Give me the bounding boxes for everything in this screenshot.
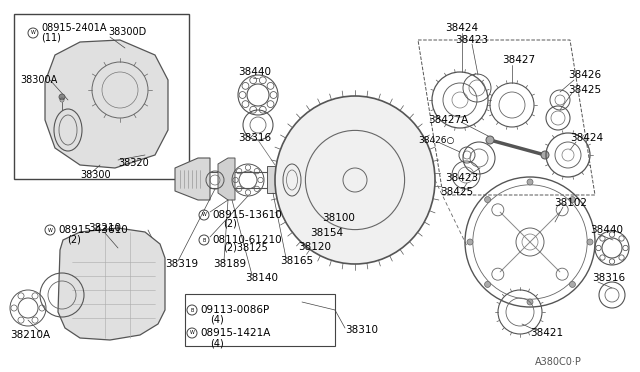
Text: 38319: 38319 (165, 259, 198, 269)
Text: 38154: 38154 (310, 228, 343, 238)
Text: 38189: 38189 (213, 259, 246, 269)
Text: 38425: 38425 (440, 187, 473, 197)
Circle shape (570, 282, 575, 288)
Text: 38440: 38440 (590, 225, 623, 235)
Circle shape (527, 179, 533, 185)
Bar (14, 14, 189, 179)
Text: 38210: 38210 (88, 223, 121, 233)
Text: (2): (2) (67, 234, 81, 244)
Text: 08110-61210: 08110-61210 (212, 235, 282, 245)
Text: 38427: 38427 (502, 55, 535, 65)
Text: 08915-43610: 08915-43610 (58, 225, 128, 235)
Text: 38421: 38421 (530, 328, 563, 338)
Text: 38427A: 38427A (428, 115, 468, 125)
Text: 38426: 38426 (568, 70, 601, 80)
Text: 38210A: 38210A (10, 330, 50, 340)
Text: (4): (4) (210, 338, 224, 348)
Text: 08915-2401A: 08915-2401A (41, 23, 106, 33)
Text: W: W (202, 212, 207, 218)
Text: B: B (202, 237, 205, 243)
Text: A380C0·P: A380C0·P (535, 357, 582, 367)
Text: 38300: 38300 (80, 170, 111, 180)
Text: B: B (190, 308, 194, 312)
Text: 08915-13610: 08915-13610 (212, 210, 282, 220)
Text: 38300A: 38300A (20, 75, 57, 85)
Circle shape (467, 239, 473, 245)
Text: 38426○: 38426○ (418, 135, 454, 144)
Polygon shape (45, 40, 168, 168)
Text: (2)38125: (2)38125 (223, 243, 268, 253)
Text: (2): (2) (223, 219, 237, 229)
Text: 38423: 38423 (445, 173, 478, 183)
Text: 38316: 38316 (238, 133, 271, 143)
Text: 38310: 38310 (345, 325, 378, 335)
Text: (11): (11) (41, 32, 61, 42)
Text: 38425: 38425 (568, 85, 601, 95)
Circle shape (59, 94, 65, 100)
Text: 38100: 38100 (322, 213, 355, 223)
Circle shape (541, 151, 549, 159)
Text: 38440: 38440 (238, 67, 271, 77)
Bar (305, 170, 313, 189)
Text: 38140: 38140 (245, 273, 278, 283)
Text: 38165: 38165 (280, 256, 313, 266)
Circle shape (570, 196, 575, 203)
Text: 38424: 38424 (445, 23, 478, 33)
Circle shape (484, 196, 491, 203)
Text: 08915-1421A: 08915-1421A (200, 328, 270, 338)
Text: 38320: 38320 (118, 158, 148, 168)
Bar (267, 166, 279, 193)
Text: W: W (31, 31, 35, 35)
Polygon shape (218, 158, 235, 200)
Polygon shape (175, 158, 210, 200)
Text: 38120: 38120 (298, 242, 331, 252)
Polygon shape (58, 228, 165, 340)
Circle shape (484, 282, 491, 288)
Text: (4): (4) (210, 315, 224, 325)
Circle shape (527, 299, 533, 305)
Text: 38423: 38423 (455, 35, 488, 45)
Text: W: W (47, 228, 52, 232)
Circle shape (486, 136, 494, 144)
Text: W: W (189, 330, 195, 336)
Bar (185, 294, 335, 346)
Text: 09113-0086P: 09113-0086P (200, 305, 269, 315)
Text: 38102: 38102 (554, 198, 587, 208)
Ellipse shape (275, 96, 435, 264)
Circle shape (587, 239, 593, 245)
Text: 38424: 38424 (570, 133, 603, 143)
Text: 38316: 38316 (592, 273, 625, 283)
Text: 38300D: 38300D (108, 27, 147, 37)
